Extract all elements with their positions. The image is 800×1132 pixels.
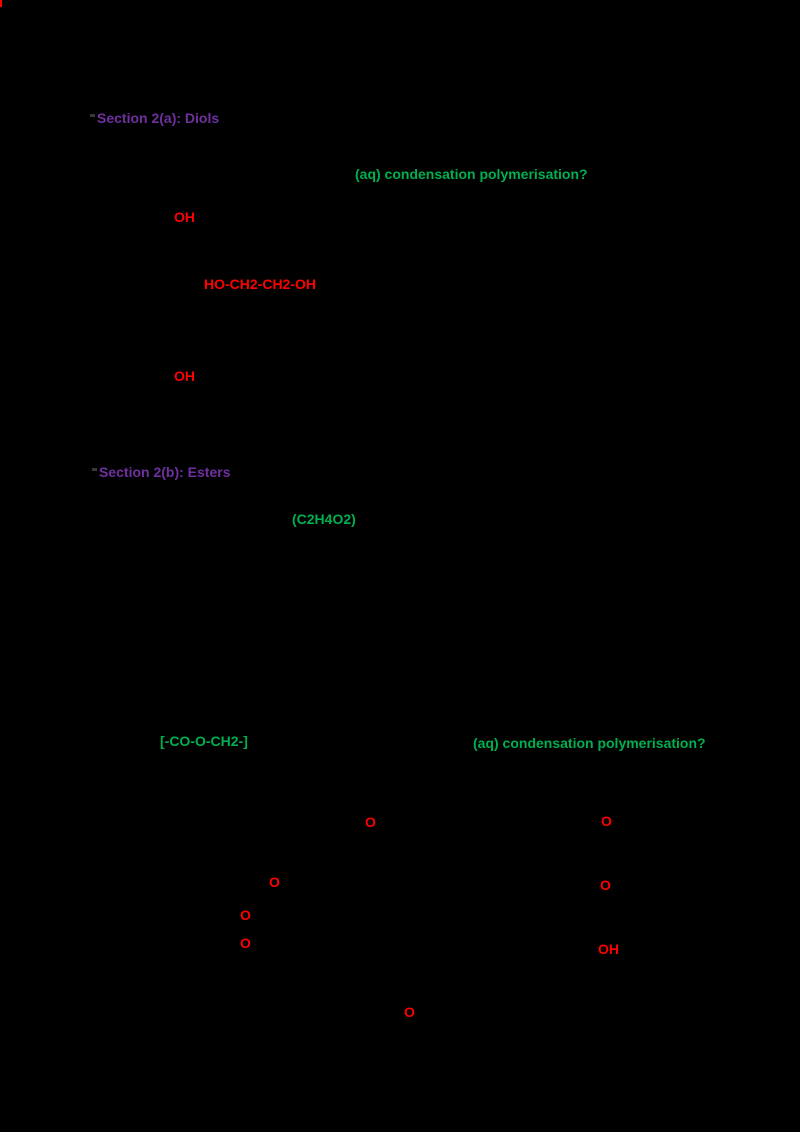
oxygen-atom-label: O — [240, 907, 251, 923]
structural-formula: HO-CH2-CH2-OH — [204, 276, 316, 292]
oxygen-atom-label: O — [601, 813, 612, 829]
oxygen-atom-label: O — [600, 877, 611, 893]
hydroxyl-group-label: OH — [598, 941, 619, 957]
oxygen-atom-label: O — [240, 935, 251, 951]
oxygen-atom-label: O — [365, 814, 376, 830]
double-bond-tick — [0, 0, 2, 7]
structure-caption-right: (aq) condensation polymerisation? — [473, 735, 706, 751]
hydroxyl-group-label: OH — [174, 368, 195, 384]
annotation-label: (aq) condensation polymerisation? — [355, 166, 588, 182]
structure-caption-left: [-CO-O-CH2-] — [160, 733, 248, 749]
stray-mark — [92, 468, 97, 471]
stray-mark — [90, 114, 95, 117]
section-heading: Section 2(b): Esters — [99, 464, 231, 480]
hydroxyl-group-label: OH — [174, 209, 195, 225]
oxygen-atom-label: O — [269, 874, 280, 890]
annotation-label: (C2H4O2) — [292, 511, 356, 527]
oxygen-atom-label: O — [404, 1004, 415, 1020]
section-heading: Section 2(a): Diols — [97, 110, 220, 126]
